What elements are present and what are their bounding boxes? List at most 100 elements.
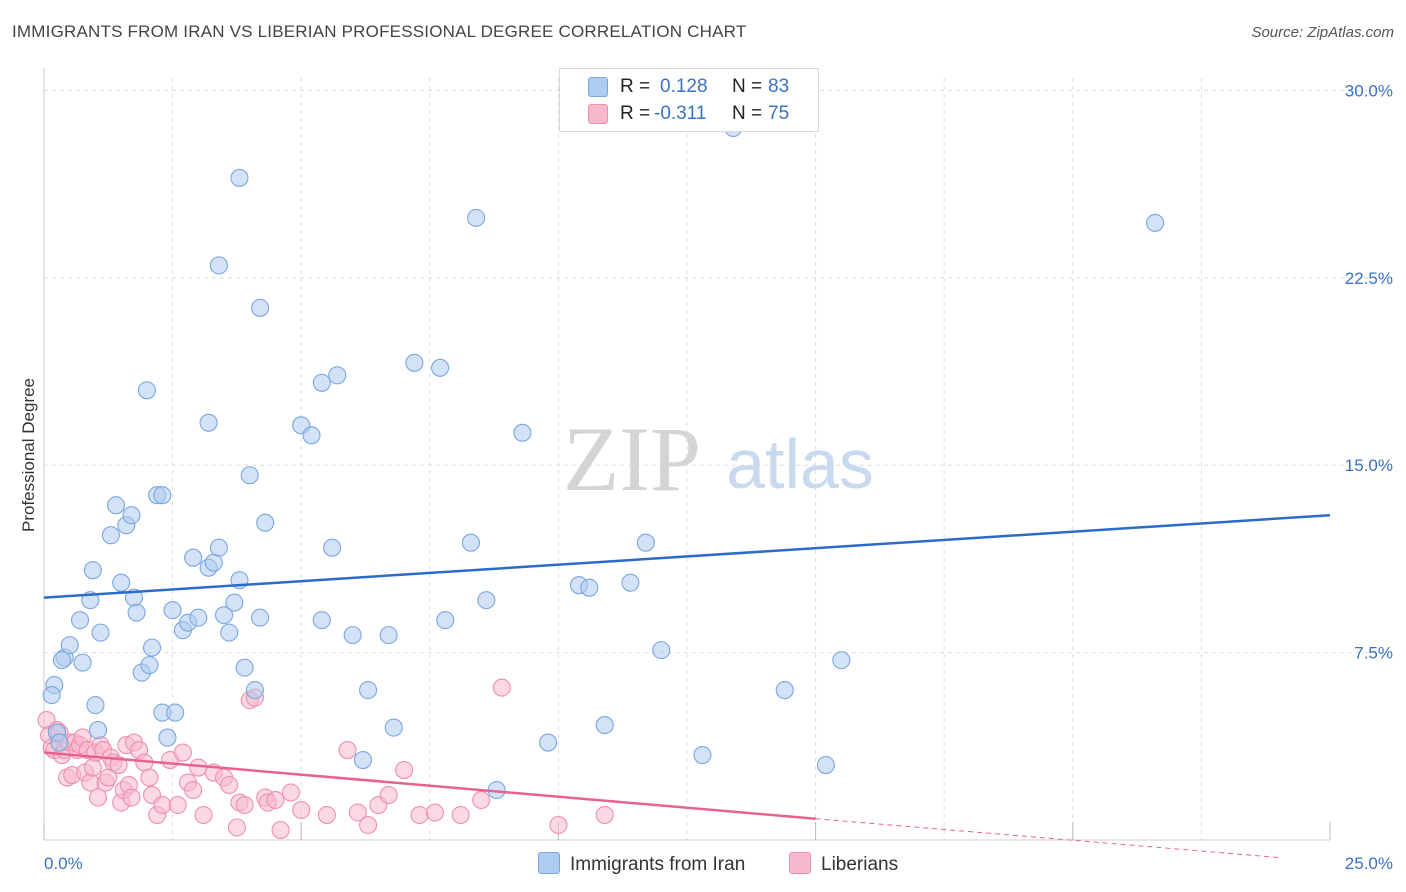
y-tick-label: 15.0% [1345, 456, 1393, 475]
iran-point [112, 573, 131, 592]
iran-point [1146, 213, 1165, 232]
liberian-point [338, 741, 357, 760]
liberian-point [227, 818, 246, 837]
iran-point [580, 578, 599, 597]
iran-point [122, 506, 141, 525]
liberian-trend-extension [815, 818, 1279, 858]
liberian-point [271, 820, 290, 840]
watermark-atlas: atlas [726, 425, 874, 503]
iran-point [50, 733, 69, 752]
legend-r-value: 0.128 [660, 76, 708, 97]
iran-point [405, 353, 424, 372]
x-tick-label: 25.0% [1345, 854, 1393, 873]
liberian-point [281, 783, 300, 802]
legend-n-value: 83 [768, 76, 790, 97]
liberian-point [472, 790, 491, 810]
iran-point [220, 623, 239, 642]
iran-point [199, 413, 218, 432]
iran-point [636, 533, 655, 552]
iran-point [225, 593, 244, 612]
iran-point [250, 608, 270, 627]
iran-point [384, 718, 403, 737]
liberian-point [359, 815, 378, 835]
bottom-legend-liberians: Liberians [789, 852, 898, 876]
iran-point [775, 681, 794, 700]
iran-point [595, 716, 614, 735]
y-axis-label: Professional Degree [19, 378, 38, 532]
liberian-point [173, 743, 192, 762]
iran-point [230, 168, 249, 187]
iran-point [163, 601, 182, 620]
iran-point [140, 656, 159, 675]
bottom-legend-liberians-label: Liberians [821, 854, 899, 875]
correlation-legend: R = 0.128 N = 83 R = -0.311 N = 75 [559, 68, 819, 132]
legend-r-label: R = [620, 103, 651, 124]
iran-point [323, 538, 342, 557]
iran-point [209, 256, 228, 275]
iran-point [88, 721, 108, 740]
iran-point [467, 208, 486, 227]
watermark-zip: ZIP [563, 408, 701, 510]
liberian-point [184, 780, 203, 800]
iran-point [240, 466, 259, 485]
liberian-point [153, 795, 172, 815]
liberian-point [492, 678, 511, 697]
iran-point [42, 686, 61, 705]
liberian-point [379, 785, 398, 805]
iran-point [235, 658, 254, 677]
iran-point [137, 381, 156, 400]
iran-point [652, 641, 671, 660]
pink-swatch [588, 104, 608, 124]
tick-labels: 7.5% 15.0% 22.5% 30.0% 0.0% 25.0% [44, 81, 1393, 873]
iran-point [436, 611, 455, 630]
liberian-point [83, 758, 102, 777]
liberian-point [292, 800, 311, 820]
iran-point [70, 611, 90, 630]
liberian-point [348, 803, 367, 822]
iran-point [153, 486, 172, 505]
iran-point [83, 561, 102, 580]
chart-title: IMMIGRANTS FROM IRAN VS LIBERIAN PROFESS… [12, 22, 747, 41]
iran-point [91, 623, 110, 642]
legend-n-label: N = [732, 76, 763, 97]
iran-point [379, 626, 398, 645]
pink-swatch [789, 852, 811, 874]
iran-point [312, 373, 331, 392]
y-tick-label: 30.0% [1345, 81, 1393, 100]
legend-r-label: R = [620, 76, 651, 97]
liberian-point [194, 805, 213, 825]
iran-point [166, 703, 185, 722]
liberian-point [168, 795, 187, 815]
axes [43, 68, 1331, 841]
blue-swatch [538, 852, 560, 874]
iran-point [73, 653, 92, 672]
iran-point [256, 513, 275, 532]
iran-point [431, 358, 450, 377]
iran-point [621, 573, 640, 592]
trend-lines [43, 513, 1331, 858]
grid-lines [44, 78, 1388, 840]
iran-point [693, 746, 712, 765]
source-label: Source: ZipAtlas.com [1251, 24, 1394, 41]
iran-point [106, 496, 126, 515]
liberian-point [451, 805, 470, 825]
iran-point [214, 606, 234, 625]
iran-point [127, 603, 146, 622]
iran-point [189, 608, 208, 627]
iran-point [353, 751, 372, 770]
iran-point [158, 728, 177, 747]
liberian-point [410, 805, 429, 825]
iran-point [184, 548, 203, 567]
y-tick-label: 22.5% [1345, 269, 1393, 288]
iran-point [328, 366, 347, 385]
iran-point [86, 696, 105, 715]
liberian-point [317, 805, 336, 825]
liberian-point [395, 760, 414, 780]
iran-point [52, 651, 72, 670]
iran-points [42, 118, 1165, 800]
iran-trend-line [43, 513, 1331, 599]
liberian-point [595, 805, 614, 825]
liberian-point [140, 768, 159, 787]
iran-point [312, 611, 331, 630]
iran-point [832, 651, 851, 670]
